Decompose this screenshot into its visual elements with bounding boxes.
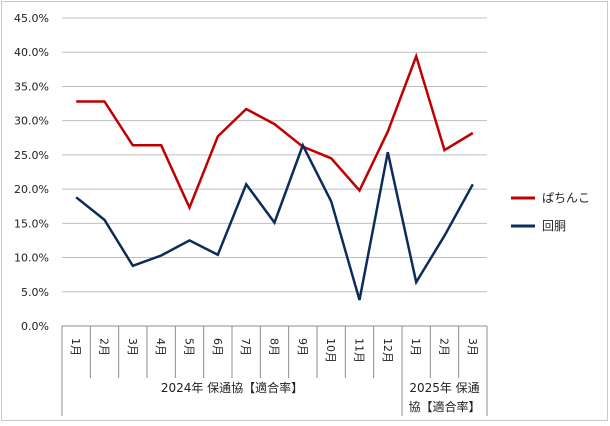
y-tick-label: 20.0% xyxy=(14,183,49,196)
month-label: 6月 xyxy=(211,338,224,356)
series-line-2 xyxy=(75,142,474,301)
month-label: 1月 xyxy=(69,338,82,356)
y-tick-label: 10.0% xyxy=(14,252,49,265)
group-label: 2024年 保通協【適合率】 xyxy=(161,380,303,395)
y-tick-label: 40.0% xyxy=(14,46,49,59)
group-label-line: 2024年 保通協【適合率】 xyxy=(161,380,303,395)
group-label-line: 協【適合率】 xyxy=(408,399,480,414)
month-label: 2月 xyxy=(438,338,451,356)
y-tick-label: 0.0% xyxy=(21,320,49,333)
y-axis-ticks: 0.0% 5.0% 10.0% 15.0% 20.0% 25.0% 30.0% 35.0% 40… xyxy=(14,12,49,333)
y-tick-label: 30.0% xyxy=(14,115,49,128)
y-tick-label: 5.0% xyxy=(21,286,49,299)
month-label: 2月 xyxy=(98,338,111,356)
y-tick-label: 15.0% xyxy=(14,217,49,230)
month-label: 3月 xyxy=(466,338,479,356)
y-tick-label: 25.0% xyxy=(14,149,49,162)
y-tick-label: 35.0% xyxy=(14,80,49,93)
month-label: 11月 xyxy=(353,338,366,363)
month-label: 9月 xyxy=(296,338,309,356)
series-line-1 xyxy=(76,52,474,211)
month-label: 10月 xyxy=(324,338,337,363)
month-label: 8月 xyxy=(268,338,281,356)
group-label: 2025年 保通協【適合率】 xyxy=(408,381,480,414)
month-label: 3月 xyxy=(126,338,139,356)
legend-label: ぱちんこ xyxy=(542,191,590,205)
month-label: 7月 xyxy=(239,338,252,356)
gridlines xyxy=(62,17,487,327)
month-label: 12月 xyxy=(381,338,394,363)
month-label: 5月 xyxy=(183,338,196,356)
series-lines xyxy=(75,52,474,301)
month-label: 4月 xyxy=(154,338,167,356)
group-label-line: 2025年 保通 xyxy=(409,381,479,395)
legend-label: 回胴 xyxy=(542,219,566,233)
month-label: 1月 xyxy=(409,338,422,356)
y-tick-label: 45.0% xyxy=(14,12,49,25)
x-axis: 1月 2月 3月 4月 5月 6月 7月 8月 9月 10月 11月 12月 1月 2月 3月 2024年 保… xyxy=(61,326,488,416)
